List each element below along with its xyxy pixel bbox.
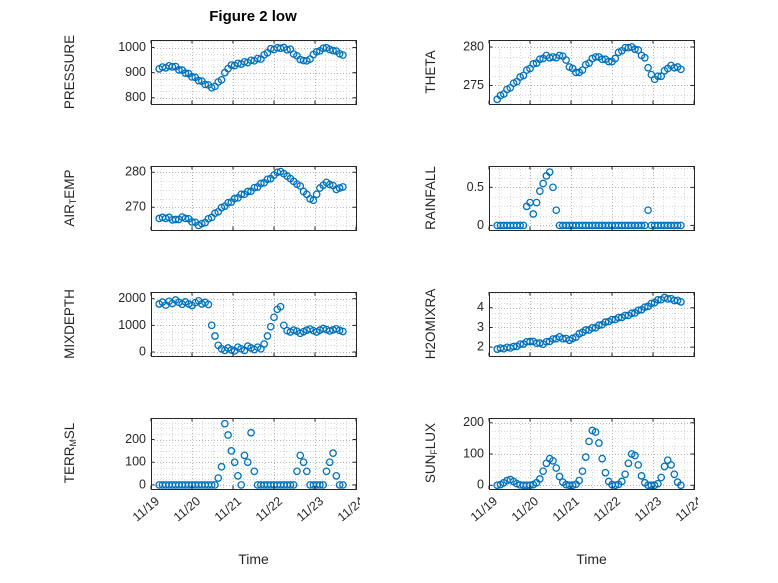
plot-canvas-pressure: [105, 34, 360, 114]
plot-canvas-mixdepth: [105, 286, 360, 366]
ylabel-sun-flux: SUNFLUX: [423, 422, 440, 484]
plot-canvas-rainfall: [443, 160, 698, 240]
plot-canvas-sun-flux: [443, 412, 698, 558]
x-axis-label-right: Time: [576, 551, 607, 567]
plot-canvas-terr-msl: [105, 412, 360, 558]
plot-canvas-theta: [443, 34, 698, 114]
x-axis-label-left: Time: [238, 551, 269, 567]
figure-title: Figure 2 low: [209, 8, 297, 25]
ylabel-terr-msl: TERRMSL: [62, 422, 79, 484]
plot-canvas-h2omixra: [443, 286, 698, 366]
plot-canvas-airtemp: [105, 160, 360, 240]
